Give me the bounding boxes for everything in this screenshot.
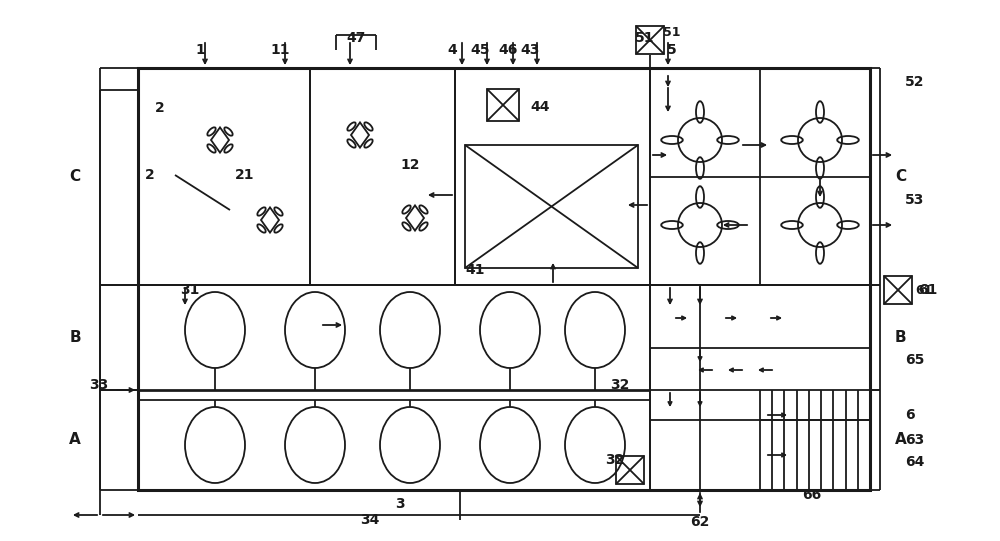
Text: 61: 61 — [915, 283, 932, 296]
Text: 62: 62 — [690, 515, 710, 529]
Text: 66: 66 — [802, 488, 822, 502]
Text: 5: 5 — [667, 43, 677, 57]
Text: 51: 51 — [635, 31, 655, 45]
Text: A: A — [69, 432, 81, 447]
Text: 32: 32 — [610, 378, 629, 392]
Bar — [465, 145, 638, 268]
Text: 43: 43 — [520, 43, 540, 57]
Text: 44: 44 — [530, 100, 550, 114]
Bar — [487, 89, 519, 121]
Text: 6: 6 — [905, 408, 915, 422]
Text: 47: 47 — [346, 31, 366, 45]
Text: 63: 63 — [905, 433, 924, 447]
Text: 45: 45 — [470, 43, 490, 57]
Text: 51: 51 — [663, 27, 680, 39]
Text: 46: 46 — [498, 43, 518, 57]
Bar — [636, 26, 664, 54]
Bar — [310, 68, 455, 285]
Text: 2: 2 — [155, 101, 165, 115]
Text: C: C — [895, 169, 906, 184]
Text: 31: 31 — [180, 283, 199, 297]
Bar — [138, 68, 310, 285]
Text: 41: 41 — [465, 263, 484, 277]
Text: 64: 64 — [905, 455, 924, 469]
Text: 4: 4 — [447, 43, 457, 57]
Text: 1: 1 — [195, 43, 205, 57]
Bar — [138, 285, 650, 490]
Text: 61: 61 — [918, 283, 937, 297]
Text: 65: 65 — [905, 353, 924, 367]
Text: 52: 52 — [905, 75, 924, 89]
Text: B: B — [69, 330, 81, 345]
Bar — [138, 68, 870, 490]
Text: 34: 34 — [360, 513, 380, 527]
Bar — [884, 276, 912, 304]
Text: 11: 11 — [270, 43, 290, 57]
Bar — [650, 68, 870, 285]
Text: 3: 3 — [395, 497, 405, 511]
Text: 33: 33 — [89, 378, 108, 392]
Text: B: B — [895, 330, 907, 345]
Bar — [616, 456, 644, 484]
Text: 2: 2 — [145, 168, 155, 182]
Text: 32: 32 — [606, 453, 625, 467]
Bar — [455, 68, 650, 285]
Text: A: A — [895, 432, 907, 447]
Text: 53: 53 — [905, 193, 924, 207]
Text: C: C — [69, 169, 81, 184]
Text: 21: 21 — [235, 168, 254, 182]
Bar — [650, 285, 870, 490]
Text: 12: 12 — [400, 158, 420, 172]
